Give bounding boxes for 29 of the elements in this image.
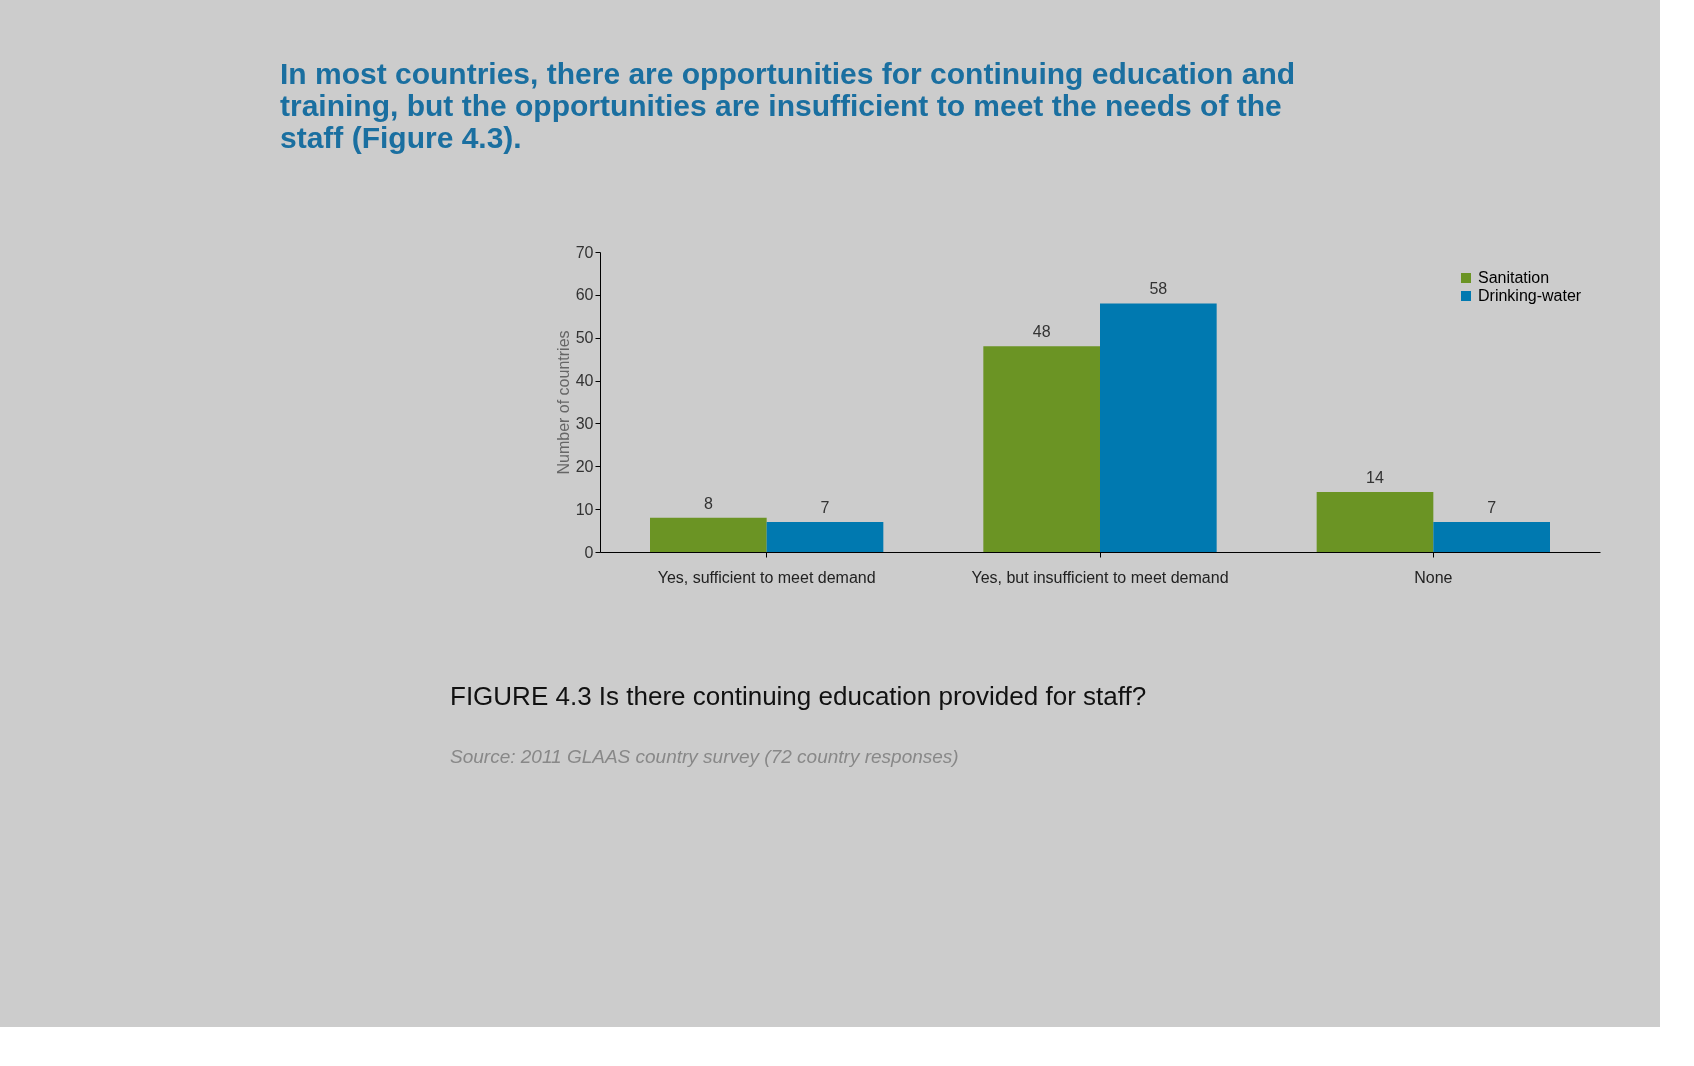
y-tick-label: 20 [575,457,594,475]
bar [650,517,767,552]
bar [766,522,884,552]
x-tick-label: Yes, but insufficient to meet demand [971,568,1229,586]
text: FIGURE 4.3 Is there continuing education provided for staff? [450,681,1147,711]
bar [983,346,1100,552]
data-label: 8 [703,494,713,512]
y-tick-label: 40 [575,372,594,390]
source-note: Source: 2011 GLAAS country survey (72 country responses) [450,746,959,767]
bar [1316,492,1434,552]
data-label: 7 [820,499,830,516]
x-tick-label: Yes, sufficient to meet demand [657,568,876,586]
chart-title: In most countries, there are opportunities for continuing education and training, but the opportunities are insufficient to meet the needs of the staff (Figure 4.3). [280,57,1296,154]
y-tick-label: 30 [575,414,594,432]
y-tick-label: 10 [575,500,594,518]
legend-label: Drinking-water [1478,287,1582,304]
data-label: 7 [1487,499,1497,516]
x-tick-label: None [1414,568,1453,586]
y-tick-label: 60 [575,286,594,304]
y-tick-label: 70 [575,243,594,261]
data-label: 14 [1366,469,1384,486]
y-axis-title: Number of countries [554,330,572,475]
data-label: 48 [1032,323,1051,341]
y-tick-label: 50 [575,329,594,347]
bar [1433,522,1550,552]
legend-label: Sanitation [1478,269,1550,286]
bar [1100,303,1217,552]
data-label: 58 [1149,280,1168,298]
y-tick-label: 0 [584,543,594,561]
